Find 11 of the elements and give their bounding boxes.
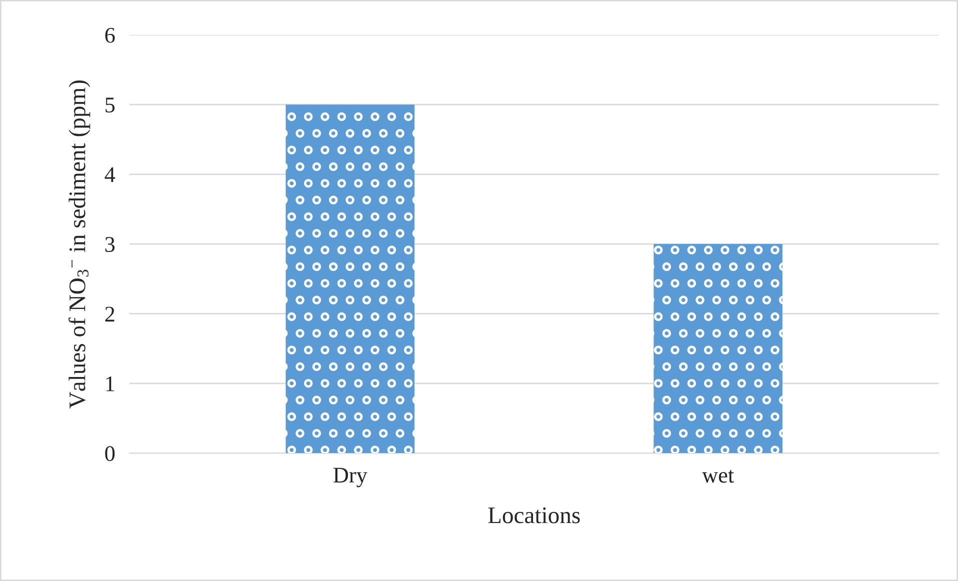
x-axis-title: Locations: [488, 507, 580, 524]
y-tick-label: 4: [104, 167, 116, 182]
y-tick-label: 3: [105, 237, 115, 252]
y-tick-label: 1: [106, 376, 114, 392]
y-tick-label: 0: [105, 446, 115, 462]
y-tick-label: 2: [105, 306, 114, 322]
y-tick-label: 5: [106, 98, 115, 113]
x-tick-label: Dry: [333, 468, 368, 488]
y-axis-title: Values of NO$_{3}$$^{−}$ in sediment (ppm): [68, 80, 90, 408]
y-tick-label: 6: [105, 28, 115, 43]
x-tick-label: wet: [702, 470, 734, 483]
